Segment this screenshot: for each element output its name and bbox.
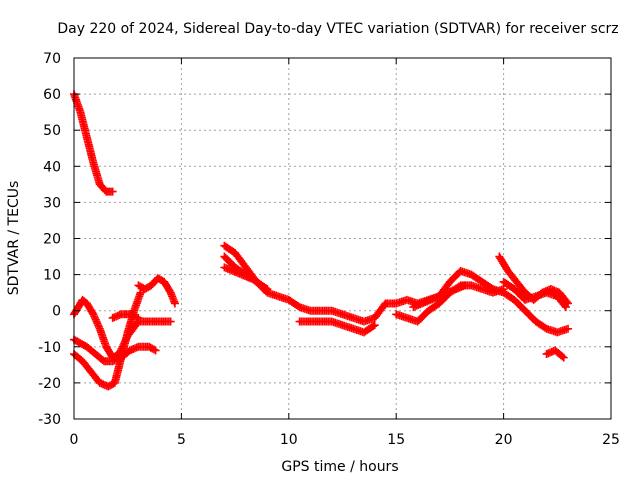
data-point: [134, 313, 143, 322]
x-tick-label: 15: [387, 432, 405, 448]
y-tick-label: 60: [43, 87, 61, 103]
data-point: [558, 352, 567, 361]
x-tick-label: 20: [495, 432, 513, 448]
series-arc-1: [70, 90, 117, 196]
data-point: [92, 317, 101, 326]
y-tick-label: 30: [43, 195, 61, 211]
data-point: [90, 313, 99, 322]
data-point: [263, 285, 272, 294]
y-tick-label: 20: [43, 232, 61, 248]
y-tick-label: -20: [38, 376, 61, 392]
data-point: [166, 317, 175, 326]
series-arc-10: [295, 317, 379, 337]
y-tick-label: 10: [43, 268, 61, 284]
series-arc-6: [134, 274, 179, 308]
data-point: [91, 315, 100, 324]
x-tick-label: 10: [280, 432, 298, 448]
series-arc-14: [409, 281, 469, 312]
x-tick-label: 0: [70, 432, 79, 448]
series-arc-15: [542, 346, 568, 362]
data-point: [150, 345, 159, 354]
data-point: [564, 324, 573, 333]
y-tick-label: 40: [43, 159, 61, 175]
series-arc-11: [381, 266, 573, 337]
data-point: [370, 321, 379, 330]
series-arc-7: [220, 241, 390, 326]
data-point: [561, 303, 570, 312]
data-point: [499, 285, 508, 294]
data-point: [246, 274, 255, 283]
y-tick-label: -30: [38, 412, 61, 428]
data-point: [108, 187, 117, 196]
data-point: [89, 310, 98, 319]
series-arc-5: [108, 310, 143, 322]
y-tick-label: 50: [43, 123, 61, 139]
data-point: [94, 321, 103, 330]
data-point: [559, 353, 568, 362]
data-point: [90, 312, 99, 321]
x-tick-label: 5: [177, 432, 186, 448]
data-point: [261, 284, 270, 293]
series-arc-16: [499, 277, 570, 312]
chart-title: Day 220 of 2024, Sidereal Day-to-day VTE…: [57, 21, 618, 37]
y-axis-label: SDTVAR / TECUs: [6, 181, 22, 296]
data-point: [560, 301, 569, 310]
y-tick-label: 0: [52, 304, 61, 320]
series-arc-9: [220, 263, 255, 283]
data-point: [93, 319, 102, 328]
y-tick-label: -10: [38, 340, 61, 356]
data-point: [170, 299, 179, 308]
data-points: [70, 90, 573, 391]
axis-ticks: 0 5 10 15 20 25 -30 -20 -10 0 10 20 30 40 50 60 70: [38, 51, 620, 448]
grid: [74, 58, 611, 419]
x-tick-label: 25: [602, 432, 620, 448]
data-point: [460, 281, 469, 290]
y-tick-label: 70: [43, 51, 61, 67]
data-point: [369, 322, 378, 331]
x-axis-label: GPS time / hours: [281, 459, 398, 475]
data-point: [151, 346, 160, 355]
data-point: [94, 322, 103, 331]
